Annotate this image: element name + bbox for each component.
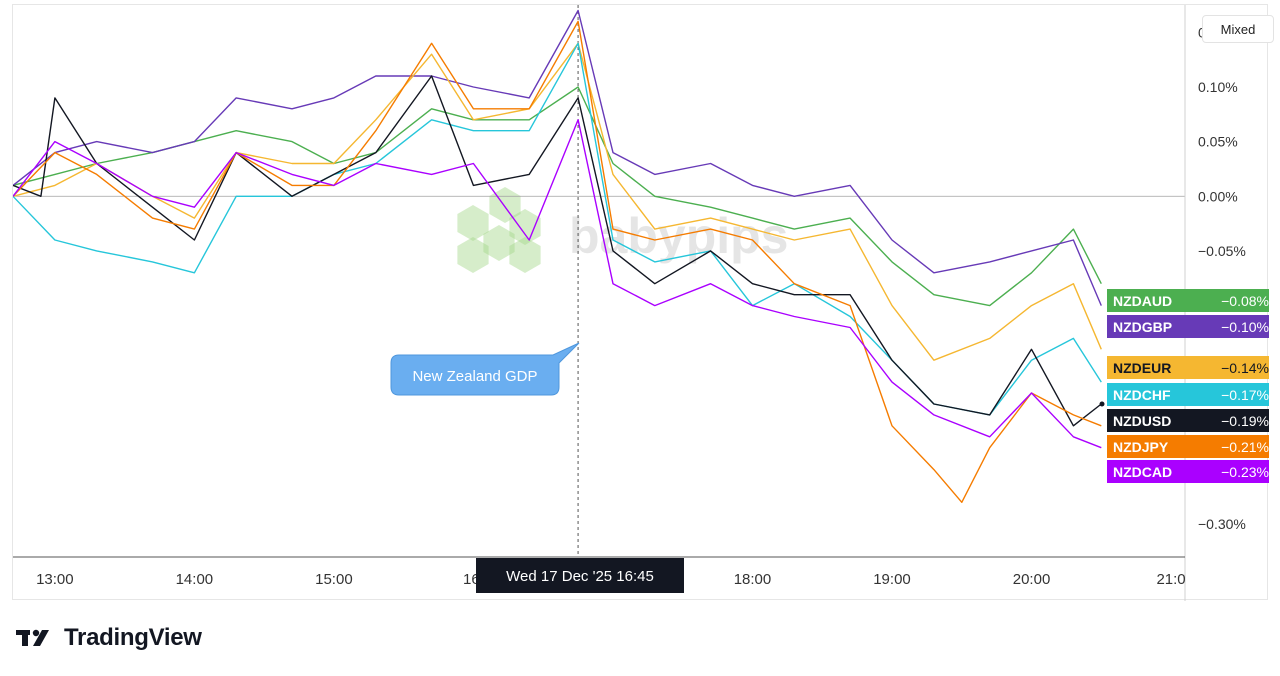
gdp-annotation[interactable]: New Zealand GDP: [390, 342, 580, 396]
series-label-bg: [1107, 356, 1269, 379]
series-label-name: NZDCHF: [1113, 387, 1171, 403]
series-label-value: −0.19%: [1221, 413, 1269, 429]
watermark-hexagon: [509, 237, 541, 273]
x-tick-label: 21:0: [1156, 571, 1185, 588]
series-label-nzdusd[interactable]: NZDUSD −0.19%: [1107, 409, 1269, 432]
annotation-bubble: [390, 342, 580, 396]
series-label-name: NZDEUR: [1113, 360, 1171, 376]
tradingview-logo-icon: [16, 629, 49, 646]
y-tick-label: 0.10%: [1198, 79, 1238, 95]
y-tick-label: −0.30%: [1198, 516, 1246, 532]
y-tick-label: 0.00%: [1198, 188, 1238, 204]
babypips-watermark: babypips: [457, 187, 788, 273]
crosshair-time-bg: [476, 558, 684, 593]
series-label-name: NZDGBP: [1113, 319, 1172, 335]
watermark-hexagon: [457, 237, 489, 273]
x-tick-label: 14:00: [176, 571, 214, 588]
series-line-nzdusd[interactable]: [13, 75, 1102, 427]
series-label-value: −0.14%: [1221, 360, 1269, 376]
series-label-nzdaud[interactable]: NZDAUD −0.08%: [1107, 289, 1269, 312]
x-tick-label: 18:00: [734, 571, 772, 588]
x-tick-label: 15:00: [315, 571, 353, 588]
tradingview-footer: TradingView: [16, 624, 202, 652]
x-tick-label: 13:00: [36, 571, 74, 588]
watermark-hexagon: [483, 225, 515, 261]
series-label-bg: [1107, 289, 1269, 312]
series-label-value: −0.17%: [1221, 387, 1269, 403]
watermark-hexagon: [509, 209, 541, 245]
series-line-nzdcad[interactable]: [13, 119, 1102, 449]
series-label-name: NZDUSD: [1113, 413, 1171, 429]
series-line-nzdeur[interactable]: [13, 42, 1102, 361]
series-label-value: −0.10%: [1221, 319, 1269, 335]
x-tick-label: 19:00: [873, 571, 911, 588]
series-label-bg: [1107, 409, 1269, 432]
series-label-nzdjpy[interactable]: NZDJPY −0.21%: [1107, 435, 1269, 458]
y-tick-label: −0.05%: [1198, 243, 1246, 259]
series-label-nzdgbp[interactable]: NZDGBP −0.10%: [1107, 315, 1269, 338]
last-value-dot: [1099, 401, 1105, 407]
series-line-nzdgbp[interactable]: [13, 9, 1102, 306]
crosshair-time-text: Wed 17 Dec '25 16:45: [506, 568, 654, 585]
watermark-hexagon: [457, 205, 489, 241]
chart-area[interactable]: babypips0.15%0.10%0.05%0.00%−0.05%−0.30%…: [12, 4, 1274, 601]
chart-svg[interactable]: babypips0.15%0.10%0.05%0.00%−0.05%−0.30%…: [13, 5, 1269, 601]
crosshair-time-label: Wed 17 Dec '25 16:45: [476, 558, 684, 593]
series-label-nzdcad[interactable]: NZDCAD −0.23%: [1107, 460, 1269, 483]
annotation-text: New Zealand GDP: [412, 368, 537, 385]
tradingview-brand: TradingView: [64, 624, 202, 651]
series-label-bg: [1107, 460, 1269, 483]
series-label-name: NZDCAD: [1113, 464, 1172, 480]
series-label-name: NZDAUD: [1113, 293, 1172, 309]
series-label-bg: [1107, 383, 1269, 406]
x-tick-label: 20:00: [1013, 571, 1051, 588]
series-label-bg: [1107, 435, 1269, 458]
series-label-name: NZDJPY: [1113, 439, 1169, 455]
y-tick-label: 0.05%: [1198, 134, 1238, 150]
series-label-nzdchf[interactable]: NZDCHF −0.17%: [1107, 383, 1269, 406]
scale-mode-button[interactable]: Mixed: [1202, 15, 1274, 43]
series-label-value: −0.23%: [1221, 464, 1269, 480]
series-label-nzdeur[interactable]: NZDEUR −0.14%: [1107, 356, 1269, 379]
series-line-nzdjpy[interactable]: [13, 20, 1102, 503]
series-label-bg: [1107, 315, 1269, 338]
series-label-value: −0.21%: [1221, 439, 1269, 455]
series-label-value: −0.08%: [1221, 293, 1269, 309]
